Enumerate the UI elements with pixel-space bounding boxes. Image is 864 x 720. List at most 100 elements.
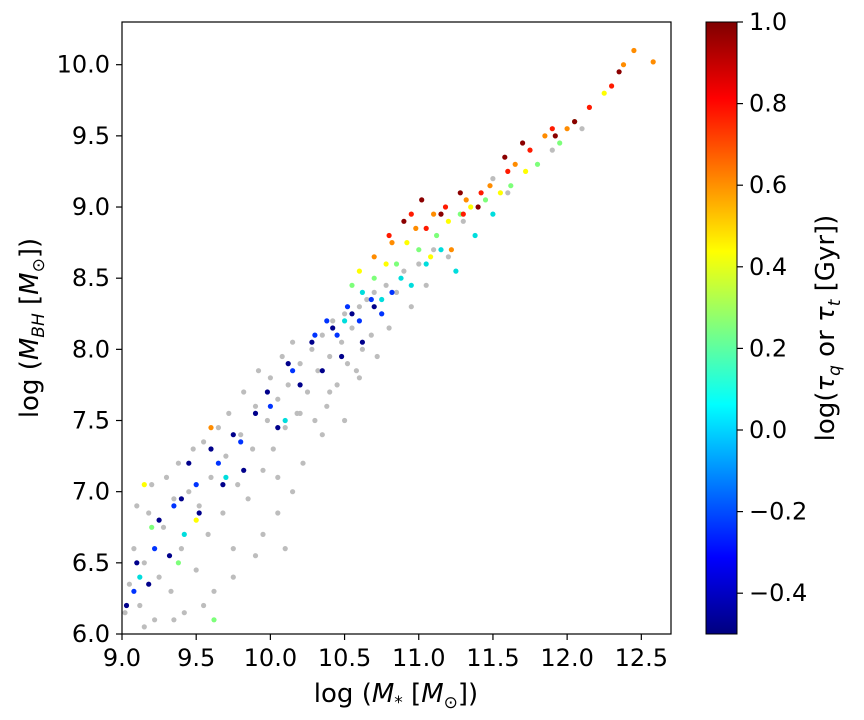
data-point — [260, 531, 266, 538]
data-point — [386, 232, 392, 239]
data-point — [290, 368, 296, 374]
data-point — [193, 567, 199, 573]
data-point — [171, 496, 177, 502]
data-point — [141, 482, 147, 488]
x-tick-label: 12.5 — [615, 644, 668, 672]
data-point — [275, 474, 281, 480]
data-point — [201, 439, 207, 445]
data-point — [152, 546, 158, 552]
data-point — [208, 446, 214, 452]
data-point — [264, 417, 270, 424]
data-point — [557, 140, 563, 146]
data-point — [552, 133, 558, 139]
data-point — [393, 261, 400, 267]
data-point — [131, 546, 137, 552]
y-tick-label: 7.5 — [72, 407, 110, 435]
data-point — [445, 218, 451, 224]
data-point — [175, 560, 181, 566]
data-point — [131, 588, 137, 594]
data-point — [137, 602, 143, 609]
data-point — [327, 389, 333, 395]
data-point — [334, 332, 340, 338]
data-point — [386, 325, 392, 331]
y-tick-label: 9.0 — [72, 193, 110, 221]
data-point — [146, 581, 152, 587]
data-point — [356, 268, 362, 274]
data-point — [215, 460, 221, 466]
data-point — [505, 168, 511, 174]
data-point — [282, 546, 288, 552]
series-5 — [141, 90, 607, 523]
plot-frame — [121, 21, 672, 635]
data-point — [315, 368, 321, 374]
data-point — [527, 147, 533, 153]
data-point — [549, 126, 555, 132]
data-point — [178, 496, 184, 502]
x-tick-label: 11.0 — [392, 644, 445, 672]
data-point — [285, 382, 291, 388]
data-point — [339, 339, 345, 345]
x-axis-ticks: 9.0 9.5 10.0 10.5 11.0 11.5 12.0 12.5 — [103, 634, 668, 672]
colorbar-tick-label: −0.4 — [749, 579, 807, 607]
data-point — [368, 332, 374, 338]
data-point — [408, 211, 414, 217]
data-point — [431, 211, 437, 217]
colorbar-tick-label: 1.0 — [749, 8, 787, 36]
data-point — [374, 353, 380, 360]
data-point — [413, 225, 419, 231]
data-point — [344, 304, 351, 310]
x-axis-label: log (M* [M⊙]) — [314, 679, 478, 713]
y-axis-ticks: 6.0 6.5 7.0 7.5 8.0 8.5 9.0 9.5 10.0 — [57, 51, 122, 648]
data-point — [230, 574, 236, 580]
data-point — [208, 474, 214, 480]
data-point — [472, 232, 478, 239]
data-point — [487, 183, 493, 189]
data-point — [650, 59, 656, 65]
colorbar-tick-label: −0.2 — [749, 498, 807, 526]
data-point — [463, 197, 469, 203]
data-point — [123, 602, 130, 609]
data-point — [339, 353, 345, 360]
data-point — [193, 517, 199, 523]
colorbar-ticks: −0.4 −0.2 0.0 0.2 0.4 0.6 0.8 1.0 — [737, 8, 807, 607]
colorbar-label: log(τq or τt [Gyr]) — [811, 215, 845, 442]
data-point — [267, 403, 273, 409]
data-point — [190, 446, 196, 452]
data-point — [359, 339, 365, 345]
data-point — [252, 553, 259, 559]
data-point — [453, 268, 459, 274]
data-point — [408, 282, 414, 288]
data-point — [404, 240, 410, 246]
data-point — [505, 190, 511, 196]
data-point — [371, 289, 377, 295]
data-point — [330, 325, 336, 331]
data-point — [245, 496, 251, 502]
data-point — [275, 396, 281, 402]
data-point — [631, 47, 637, 54]
data-point — [609, 83, 615, 89]
data-point — [523, 168, 529, 174]
data-point — [300, 460, 306, 466]
data-point — [319, 368, 325, 374]
data-point — [171, 503, 177, 509]
colorbar-tick-label: 0.2 — [749, 334, 787, 362]
data-point — [255, 368, 262, 374]
data-point — [215, 425, 221, 431]
data-point — [241, 389, 247, 395]
data-point — [141, 560, 147, 566]
data-point — [620, 62, 627, 68]
data-point — [297, 382, 303, 388]
data-point — [241, 467, 247, 473]
data-point — [490, 176, 496, 182]
data-point — [285, 361, 291, 367]
series-0 — [122, 126, 585, 630]
data-point — [438, 247, 444, 253]
series-6 — [208, 47, 656, 431]
data-point — [178, 546, 184, 552]
data-point — [126, 581, 132, 587]
data-point — [564, 126, 570, 132]
data-point — [312, 417, 318, 424]
data-point — [428, 254, 434, 260]
data-point — [475, 204, 481, 210]
data-point — [434, 232, 440, 239]
